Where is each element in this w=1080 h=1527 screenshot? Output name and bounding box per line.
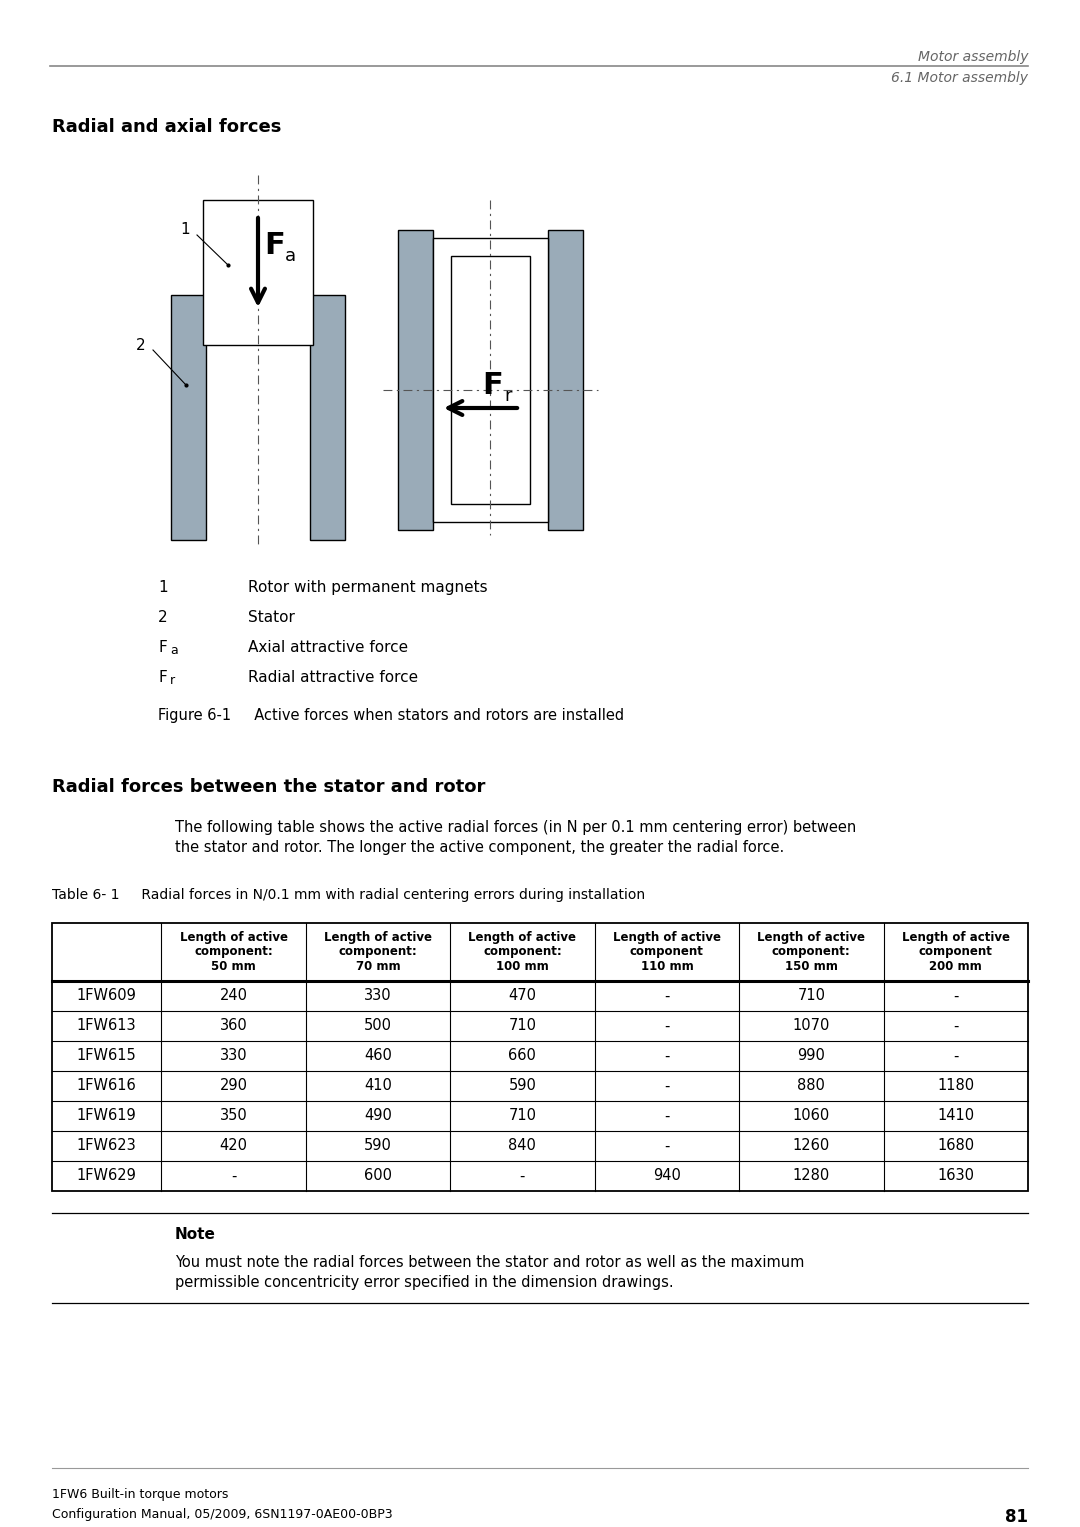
Text: 6.1 Motor assembly: 6.1 Motor assembly [891, 70, 1028, 86]
Text: 1FW6 Built-in torque motors: 1FW6 Built-in torque motors [52, 1487, 228, 1501]
Text: 1FW609: 1FW609 [77, 988, 136, 1003]
Text: -: - [664, 1109, 670, 1124]
Text: 1FW629: 1FW629 [77, 1168, 136, 1183]
Text: -: - [664, 988, 670, 1003]
Text: 81: 81 [1005, 1509, 1028, 1525]
Text: Length of active
component
110 mm: Length of active component 110 mm [612, 930, 720, 974]
Text: 710: 710 [797, 988, 825, 1003]
Text: -: - [519, 1168, 525, 1183]
Text: Length of active
component:
150 mm: Length of active component: 150 mm [757, 930, 865, 974]
Text: 330: 330 [219, 1049, 247, 1063]
Text: r: r [170, 673, 175, 687]
Text: 1FW623: 1FW623 [77, 1139, 136, 1153]
Text: 710: 710 [509, 1019, 537, 1034]
Text: Table 6- 1     Radial forces in N/0.1 mm with radial centering errors during ins: Table 6- 1 Radial forces in N/0.1 mm wit… [52, 889, 645, 902]
Text: -: - [231, 1168, 237, 1183]
Text: 350: 350 [219, 1109, 247, 1124]
Text: 2: 2 [158, 609, 167, 625]
Text: Motor assembly: Motor assembly [918, 50, 1028, 64]
Text: 1: 1 [180, 223, 190, 238]
Text: 1180: 1180 [937, 1078, 974, 1093]
Text: Rotor with permanent magnets: Rotor with permanent magnets [248, 580, 488, 596]
Text: 460: 460 [364, 1049, 392, 1063]
Text: 840: 840 [509, 1139, 537, 1153]
Text: 600: 600 [364, 1168, 392, 1183]
Text: 880: 880 [797, 1078, 825, 1093]
Text: 330: 330 [364, 988, 392, 1003]
Text: -: - [953, 1019, 958, 1034]
Text: 240: 240 [219, 988, 247, 1003]
Text: Radial forces between the stator and rotor: Radial forces between the stator and rot… [52, 777, 485, 796]
Text: Radial attractive force: Radial attractive force [248, 670, 418, 686]
Bar [310, 295, 345, 541]
Text: 500: 500 [364, 1019, 392, 1034]
Text: 1FW615: 1FW615 [77, 1049, 136, 1063]
Text: 1630: 1630 [937, 1168, 974, 1183]
Text: 1FW613: 1FW613 [77, 1019, 136, 1034]
Bar [399, 231, 433, 530]
Text: 590: 590 [364, 1139, 392, 1153]
Text: 490: 490 [364, 1109, 392, 1124]
Text: 1: 1 [158, 580, 167, 596]
Text: 660: 660 [509, 1049, 537, 1063]
Text: 1060: 1060 [793, 1109, 829, 1124]
Bar [171, 295, 206, 541]
Text: 410: 410 [364, 1078, 392, 1093]
Text: -: - [664, 1139, 670, 1153]
Text: -: - [953, 1049, 958, 1063]
Text: 1FW616: 1FW616 [77, 1078, 136, 1093]
Text: F: F [264, 231, 285, 260]
Text: F: F [158, 640, 166, 655]
Text: r: r [504, 386, 512, 405]
Text: F: F [482, 371, 503, 400]
Text: -: - [664, 1078, 670, 1093]
Text: 360: 360 [219, 1019, 247, 1034]
Text: 1410: 1410 [937, 1109, 974, 1124]
Text: Length of active
component:
70 mm: Length of active component: 70 mm [324, 930, 432, 974]
Text: 1FW619: 1FW619 [77, 1109, 136, 1124]
Text: 1280: 1280 [793, 1168, 829, 1183]
Text: 1680: 1680 [937, 1139, 974, 1153]
Text: -: - [664, 1049, 670, 1063]
Text: 420: 420 [219, 1139, 247, 1153]
Text: Figure 6-1     Active forces when stators and rotors are installed: Figure 6-1 Active forces when stators an… [158, 709, 624, 722]
Text: 290: 290 [219, 1078, 247, 1093]
Bar [548, 231, 583, 530]
Text: Radial and axial forces: Radial and axial forces [52, 118, 282, 136]
Text: a: a [285, 247, 296, 266]
Text: 1260: 1260 [793, 1139, 829, 1153]
Text: 990: 990 [797, 1049, 825, 1063]
Text: The following table shows the active radial forces (in N per 0.1 mm centering er: The following table shows the active rad… [175, 820, 856, 835]
Text: 470: 470 [509, 988, 537, 1003]
Text: You must note the radial forces between the stator and rotor as well as the maxi: You must note the radial forces between … [175, 1255, 805, 1270]
Text: 1070: 1070 [793, 1019, 831, 1034]
Text: the stator and rotor. The longer the active component, the greater the radial fo: the stator and rotor. The longer the act… [175, 840, 784, 855]
Text: F: F [158, 670, 166, 686]
Text: Configuration Manual, 05/2009, 6SN1197-0AE00-0BP3: Configuration Manual, 05/2009, 6SN1197-0… [52, 1509, 393, 1521]
Text: a: a [170, 644, 178, 657]
Text: Length of active
component:
50 mm: Length of active component: 50 mm [179, 930, 287, 974]
Bar [433, 238, 548, 522]
Text: 940: 940 [653, 1168, 680, 1183]
Bar [203, 200, 313, 345]
Text: -: - [953, 988, 958, 1003]
Text: Length of active
component
200 mm: Length of active component 200 mm [902, 930, 1010, 974]
Text: permissible concentricity error specified in the dimension drawings.: permissible concentricity error specifie… [175, 1275, 674, 1290]
Text: Stator: Stator [248, 609, 295, 625]
Text: 590: 590 [509, 1078, 537, 1093]
Text: Length of active
component:
100 mm: Length of active component: 100 mm [469, 930, 577, 974]
Text: -: - [664, 1019, 670, 1034]
Bar [451, 257, 530, 504]
Text: 2: 2 [136, 337, 146, 353]
Text: 710: 710 [509, 1109, 537, 1124]
Bar [52, 922, 1028, 1191]
Text: Axial attractive force: Axial attractive force [248, 640, 408, 655]
Text: Note: Note [175, 1228, 216, 1241]
